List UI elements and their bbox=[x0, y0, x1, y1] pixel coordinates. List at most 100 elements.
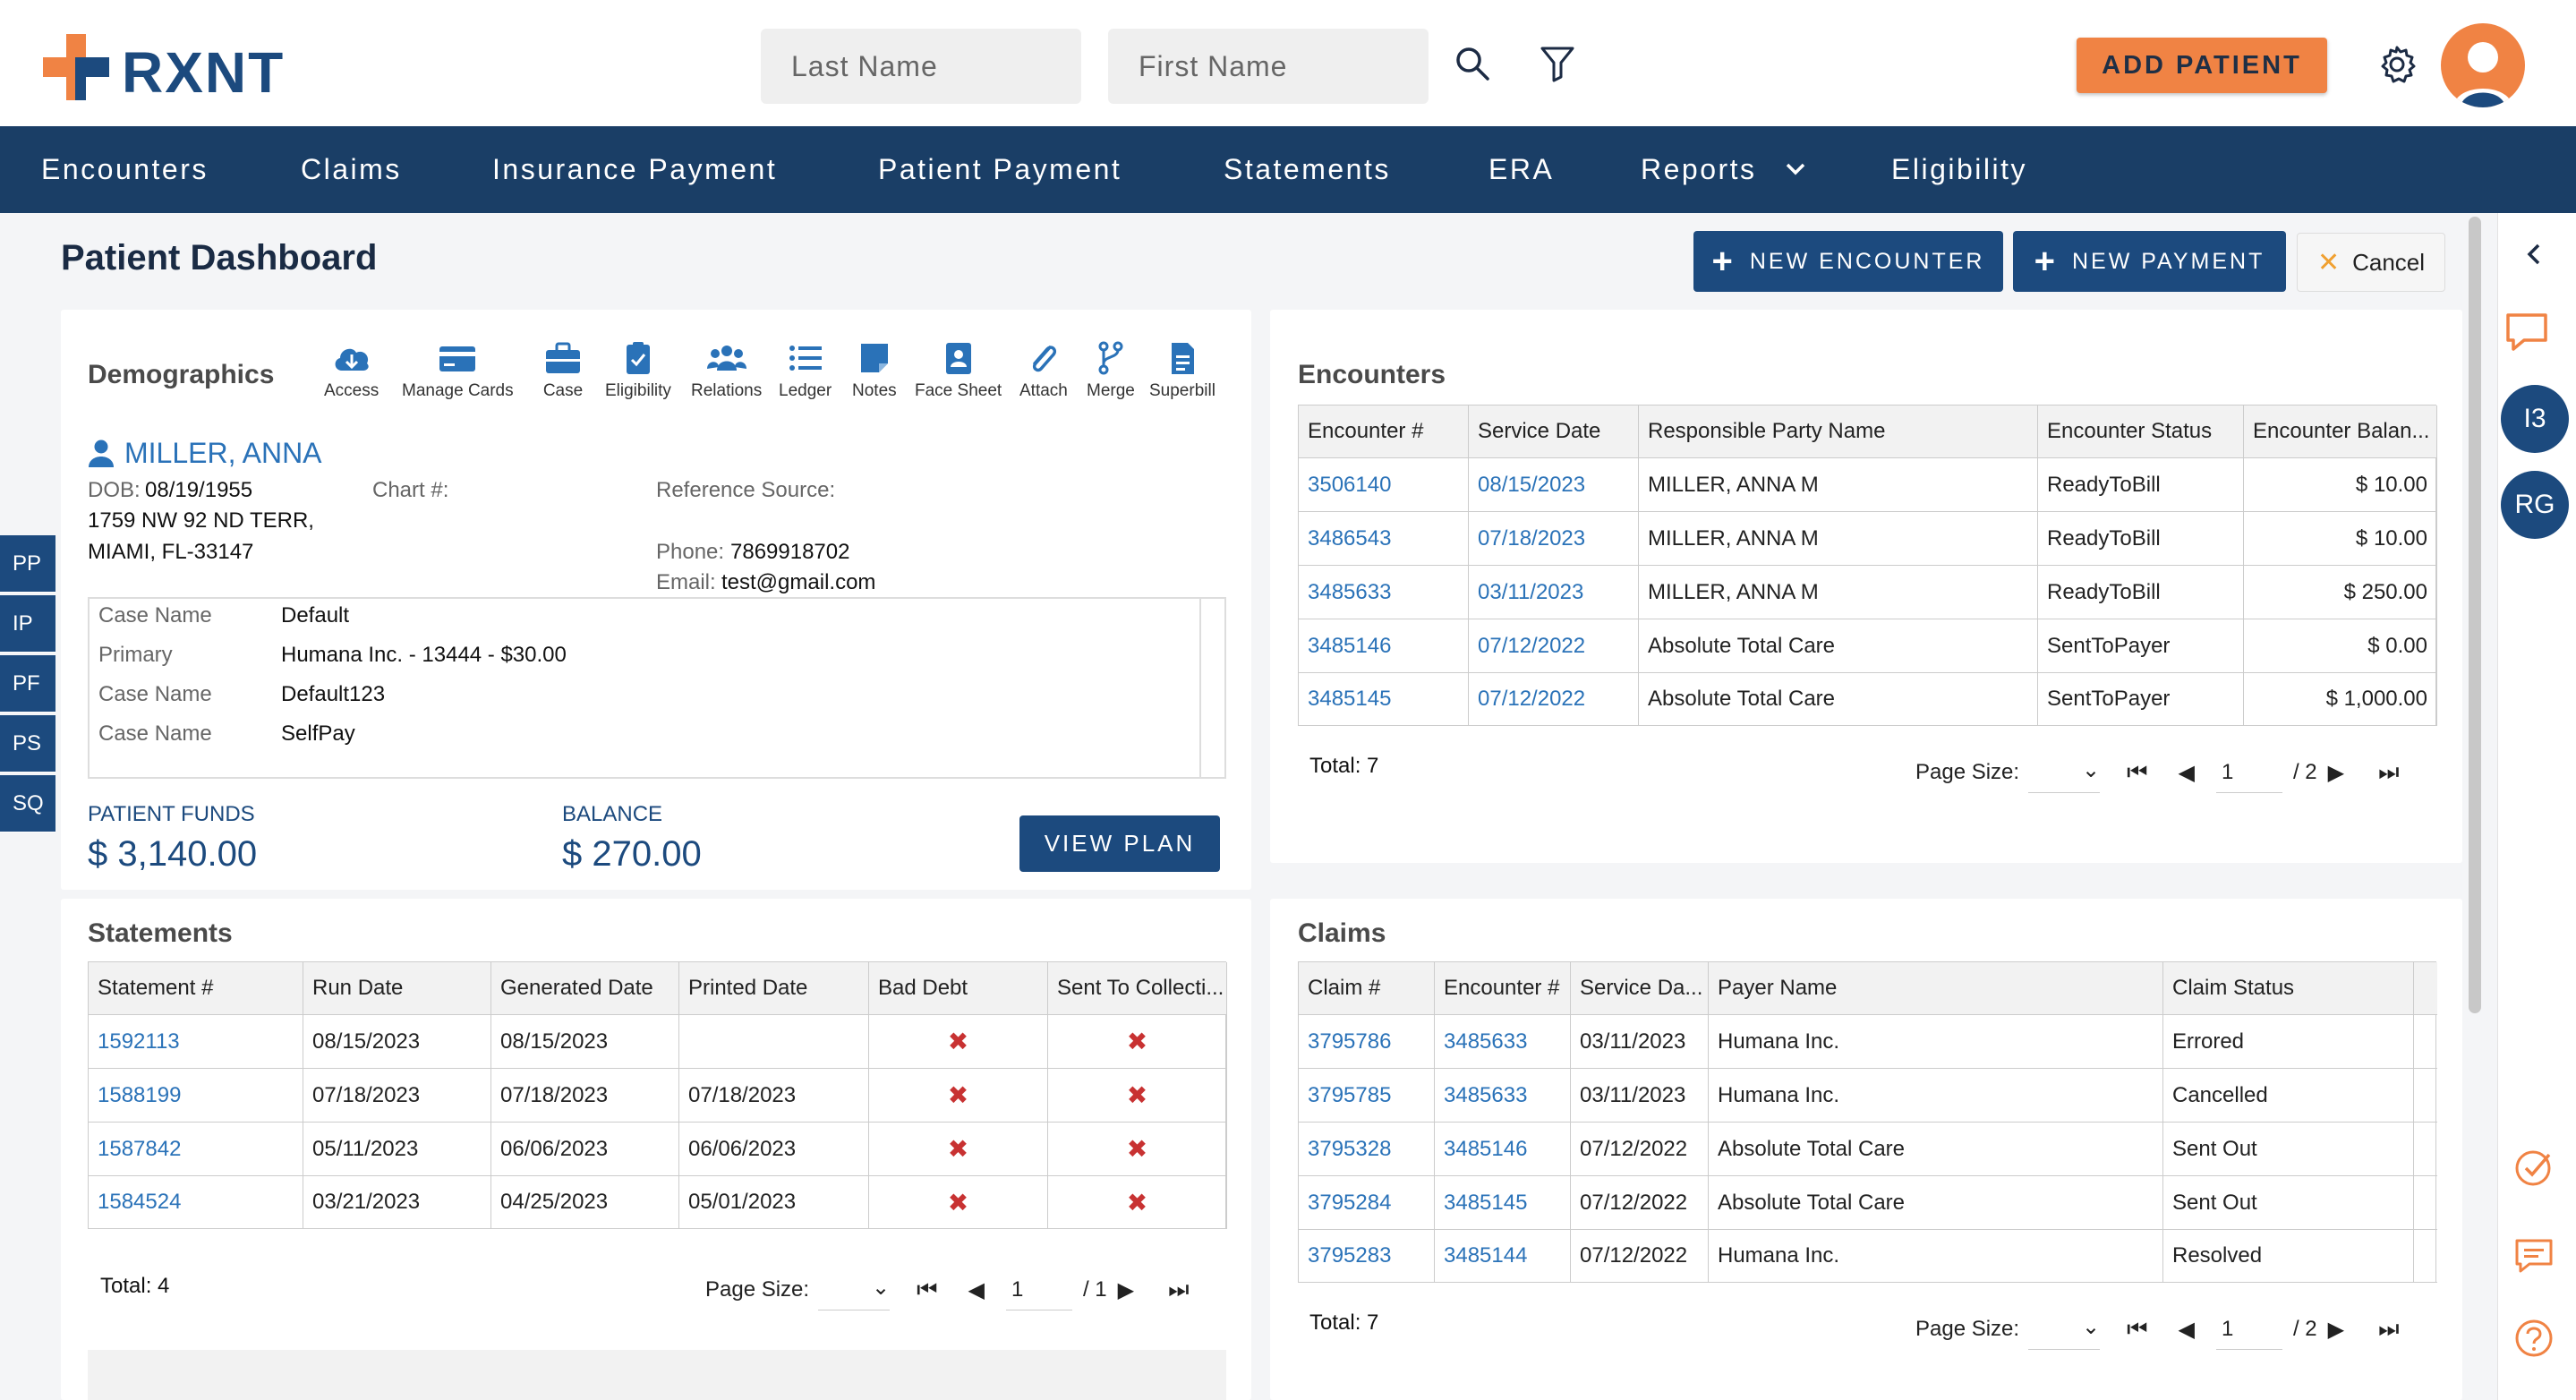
manage-cards-tool[interactable]: Manage Cards bbox=[402, 340, 514, 401]
attach-tool[interactable]: Attach bbox=[1019, 340, 1068, 401]
next-page-icon[interactable]: ▶ bbox=[1117, 1277, 1135, 1302]
patient-name-link[interactable]: MILLER, ANNA bbox=[124, 437, 322, 469]
reports-chevron-down-icon[interactable] bbox=[1785, 162, 1806, 176]
claim-number-link[interactable]: 3795284 bbox=[1299, 1175, 1435, 1229]
statement-number-link[interactable]: 1587842 bbox=[89, 1122, 303, 1175]
encounter-number-link[interactable]: 3486543 bbox=[1299, 511, 1469, 565]
encounter-number-link[interactable]: 3485144 bbox=[1435, 1229, 1571, 1283]
prev-page-icon[interactable]: ◀ bbox=[968, 1277, 985, 1302]
search-icon[interactable] bbox=[1450, 41, 1495, 86]
column-header[interactable]: Encounter Status bbox=[2038, 405, 2244, 457]
column-header[interactable]: Sent To Collecti... bbox=[1048, 962, 1227, 1014]
first-page-icon[interactable]: ⏮ bbox=[2127, 1315, 2148, 1342]
case-value[interactable]: SelfPay bbox=[281, 721, 355, 746]
service-date-link[interactable]: 08/15/2023 bbox=[1469, 457, 1639, 511]
view-plan-button[interactable]: VIEW PLAN bbox=[1019, 815, 1220, 872]
nav-eligibility[interactable]: Eligibility bbox=[1891, 153, 2027, 185]
encounter-number-link[interactable]: 3485633 bbox=[1435, 1068, 1571, 1122]
superbill-tool[interactable]: Superbill bbox=[1149, 340, 1215, 401]
page-size-select[interactable]: ⌄ bbox=[2028, 752, 2101, 793]
next-page-icon[interactable]: ▶ bbox=[2327, 1317, 2345, 1342]
column-header[interactable]: Payer Name bbox=[1709, 962, 2163, 1014]
notes-tool[interactable]: Notes bbox=[852, 340, 897, 401]
statement-number-link[interactable]: 1584524 bbox=[89, 1175, 303, 1229]
relations-tool[interactable]: Relations bbox=[691, 340, 762, 401]
nav-statements[interactable]: Statements bbox=[1224, 153, 1391, 185]
nav-era[interactable]: ERA bbox=[1488, 153, 1555, 185]
claim-number-link[interactable]: 3795328 bbox=[1299, 1122, 1435, 1175]
side-tab-pf[interactable]: PF bbox=[0, 655, 55, 713]
collapse-chevron-left-icon[interactable] bbox=[2522, 242, 2546, 267]
case-value[interactable]: Humana Inc. - 13444 - $30.00 bbox=[281, 643, 567, 667]
column-header[interactable]: Service Da... bbox=[1571, 962, 1709, 1014]
encounter-number-link[interactable]: 3485146 bbox=[1299, 619, 1469, 672]
user-avatar[interactable] bbox=[2441, 23, 2525, 107]
nav-patient-payment[interactable]: Patient Payment bbox=[878, 153, 1122, 185]
new-payment-button[interactable]: + NEW PAYMENT bbox=[2013, 231, 2286, 292]
statement-number-link[interactable]: 1588199 bbox=[89, 1068, 303, 1122]
face-sheet-tool[interactable]: Face Sheet bbox=[915, 340, 1002, 401]
service-date-link[interactable]: 03/11/2023 bbox=[1469, 565, 1639, 619]
last-page-icon[interactable]: ⏭ bbox=[2378, 1315, 2400, 1342]
column-header[interactable]: Run Date bbox=[303, 962, 491, 1014]
encounter-number-link[interactable]: 3506140 bbox=[1299, 457, 1469, 511]
next-page-icon[interactable]: ▶ bbox=[2327, 760, 2345, 785]
encounter-number-link[interactable]: 3485146 bbox=[1435, 1122, 1571, 1175]
page-number-input[interactable]: 1 bbox=[2215, 1310, 2282, 1350]
settings-gear-icon[interactable] bbox=[2374, 41, 2420, 88]
last-page-icon[interactable]: ⏭ bbox=[2378, 758, 2400, 785]
encounter-number-link[interactable]: 3485633 bbox=[1299, 565, 1469, 619]
column-header[interactable]: Responsible Party Name bbox=[1639, 405, 2038, 457]
chat-bubble-icon[interactable] bbox=[2503, 310, 2556, 356]
column-header[interactable]: Generated Date bbox=[491, 962, 679, 1014]
merge-tool[interactable]: Merge bbox=[1087, 340, 1135, 401]
last-page-icon[interactable]: ⏭ bbox=[1168, 1276, 1190, 1302]
main-scrollbar-thumb[interactable] bbox=[2469, 217, 2481, 1013]
side-tab-ip[interactable]: IP bbox=[0, 595, 55, 653]
column-header[interactable]: Bad Debt bbox=[869, 962, 1048, 1014]
statement-number-link[interactable]: 1592113 bbox=[89, 1014, 303, 1068]
claim-number-link[interactable]: 3795785 bbox=[1299, 1068, 1435, 1122]
first-page-icon[interactable]: ⏮ bbox=[2127, 758, 2148, 785]
filter-icon[interactable] bbox=[1535, 41, 1580, 86]
page-size-select[interactable]: ⌄ bbox=[2028, 1309, 2101, 1350]
side-tab-ps[interactable]: PS bbox=[0, 715, 55, 773]
claim-number-link[interactable]: 3795786 bbox=[1299, 1014, 1435, 1068]
page-number-input[interactable]: 1 bbox=[2215, 753, 2282, 793]
encounter-number-link[interactable]: 3485633 bbox=[1435, 1014, 1571, 1068]
ledger-tool[interactable]: Ledger bbox=[779, 340, 832, 401]
access-tool[interactable]: Access bbox=[324, 340, 379, 401]
prev-page-icon[interactable]: ◀ bbox=[2178, 1317, 2195, 1342]
column-header[interactable]: Encounter Balan... bbox=[2244, 405, 2437, 457]
page-number-input[interactable]: 1 bbox=[1005, 1270, 1072, 1310]
column-header[interactable]: Claim # bbox=[1299, 962, 1435, 1014]
add-patient-button[interactable]: ADD PATIENT bbox=[2077, 38, 2327, 93]
encounter-number-link[interactable]: 3485145 bbox=[1299, 672, 1469, 726]
page-size-select[interactable]: ⌄ bbox=[818, 1269, 891, 1310]
user-badge-rg[interactable]: RG bbox=[2501, 471, 2569, 539]
service-date-link[interactable]: 07/12/2022 bbox=[1469, 619, 1639, 672]
prev-page-icon[interactable]: ◀ bbox=[2178, 760, 2195, 785]
nav-reports[interactable]: Reports bbox=[1641, 153, 1757, 185]
new-encounter-button[interactable]: + NEW ENCOUNTER bbox=[1693, 231, 2003, 292]
help-question-icon[interactable] bbox=[2512, 1316, 2556, 1361]
nav-insurance-payment[interactable]: Insurance Payment bbox=[492, 153, 778, 185]
first-name-search-input[interactable] bbox=[1108, 29, 1429, 104]
column-header[interactable]: Service Date bbox=[1469, 405, 1639, 457]
column-header[interactable]: Encounter # bbox=[1299, 405, 1469, 457]
column-header[interactable]: Statement # bbox=[89, 962, 303, 1014]
service-date-link[interactable]: 07/18/2023 bbox=[1469, 511, 1639, 565]
side-tab-sq[interactable]: SQ bbox=[0, 775, 55, 832]
case-list-scrollbar[interactable] bbox=[1199, 599, 1224, 777]
case-value[interactable]: Default bbox=[281, 603, 350, 627]
column-header[interactable]: Encounter # bbox=[1435, 962, 1571, 1014]
column-header[interactable]: Claim Status bbox=[2163, 962, 2414, 1014]
message-icon[interactable] bbox=[2512, 1235, 2556, 1276]
case-tool[interactable]: Case bbox=[542, 340, 584, 401]
claim-number-link[interactable]: 3795283 bbox=[1299, 1229, 1435, 1283]
nav-claims[interactable]: Claims bbox=[301, 153, 402, 185]
task-check-circle-icon[interactable] bbox=[2512, 1146, 2556, 1191]
cancel-button[interactable]: ✕ Cancel bbox=[2297, 233, 2445, 292]
last-name-search-input[interactable] bbox=[761, 29, 1081, 104]
nav-encounters[interactable]: Encounters bbox=[41, 153, 209, 185]
